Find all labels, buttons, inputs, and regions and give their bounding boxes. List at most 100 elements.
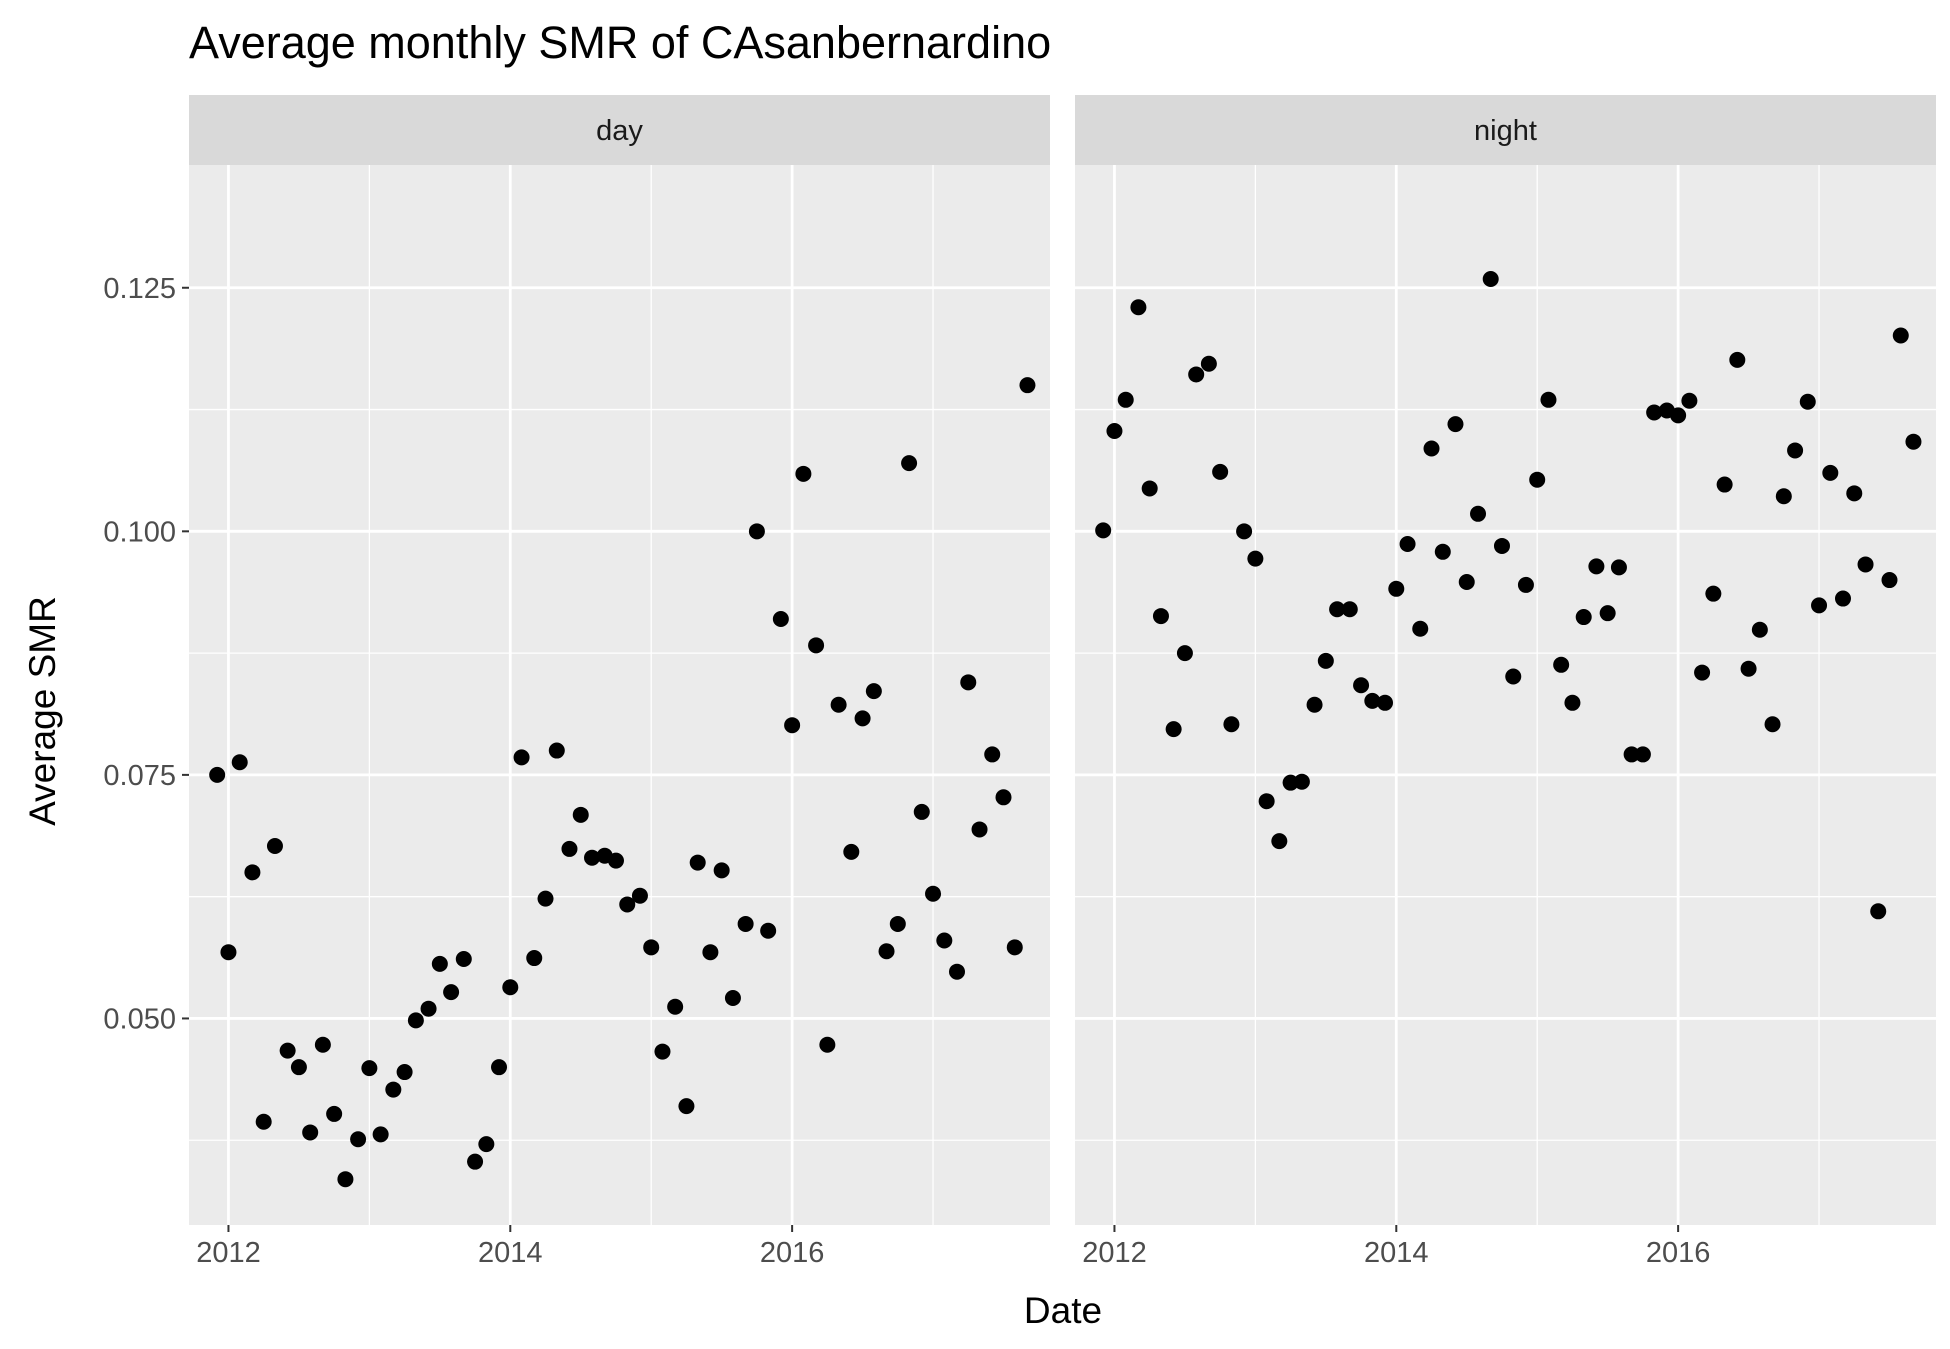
data-point — [1694, 664, 1711, 681]
data-point — [326, 1105, 343, 1122]
data-point — [537, 890, 554, 907]
data-point — [1646, 404, 1663, 421]
data-point — [1236, 523, 1253, 540]
data-point — [220, 944, 237, 961]
data-point — [1271, 833, 1288, 850]
data-point — [948, 963, 965, 980]
data-point — [502, 979, 519, 996]
data-point — [1329, 601, 1346, 618]
data-point — [619, 896, 636, 913]
data-point — [995, 789, 1012, 806]
data-point — [784, 717, 801, 734]
data-point — [1670, 407, 1687, 424]
data-point — [901, 455, 918, 472]
data-point — [1905, 433, 1922, 450]
data-point — [1377, 694, 1394, 711]
data-point — [795, 465, 812, 482]
data-point — [1306, 696, 1323, 713]
data-point — [1799, 393, 1816, 410]
data-point — [385, 1081, 402, 1098]
data-point — [1764, 716, 1781, 733]
data-point — [1553, 656, 1570, 673]
data-point — [854, 710, 871, 727]
x-axis-day: 2012 2014 2016 — [196, 1225, 824, 1269]
data-point — [420, 1000, 437, 1017]
data-point — [1341, 601, 1358, 618]
data-point — [1705, 585, 1722, 602]
data-point — [1564, 694, 1581, 711]
x-tick-label: 2012 — [1082, 1237, 1147, 1269]
panel-day: day — [189, 95, 1050, 1225]
data-point — [843, 843, 860, 860]
data-point — [350, 1131, 367, 1148]
data-point — [478, 1136, 495, 1153]
data-point — [266, 838, 283, 855]
data-point — [971, 821, 988, 838]
data-point — [607, 852, 624, 869]
data-point — [1006, 939, 1023, 956]
data-point — [1353, 677, 1370, 694]
data-point — [1152, 608, 1169, 625]
data-point — [702, 944, 719, 961]
data-point — [1881, 572, 1898, 589]
data-point — [1892, 327, 1909, 344]
data-point — [1258, 793, 1275, 810]
data-point — [467, 1153, 484, 1170]
x-tick-label: 2014 — [1364, 1237, 1429, 1269]
data-point — [737, 915, 754, 932]
data-point — [1870, 903, 1887, 920]
data-point — [1364, 692, 1381, 709]
facet-strip-label: day — [596, 115, 643, 147]
data-point — [689, 854, 706, 871]
data-point — [1505, 668, 1522, 685]
data-point — [643, 939, 660, 956]
data-point — [748, 523, 765, 540]
data-point — [1529, 471, 1546, 488]
data-point — [1141, 480, 1158, 497]
data-point — [865, 683, 882, 700]
data-point — [1388, 580, 1405, 597]
data-point — [561, 840, 578, 857]
data-point — [1212, 463, 1229, 480]
data-point — [678, 1098, 695, 1115]
data-point — [889, 915, 906, 932]
x-axis-title: Date — [1024, 1290, 1102, 1331]
data-point — [1623, 746, 1640, 763]
data-point — [925, 885, 942, 902]
data-point — [526, 950, 543, 967]
data-point — [443, 984, 460, 1001]
data-point — [1493, 537, 1510, 554]
data-point — [1751, 621, 1768, 638]
data-point — [1317, 652, 1334, 669]
data-point — [1117, 391, 1134, 408]
data-point — [1575, 609, 1592, 626]
data-point — [396, 1064, 413, 1081]
x-tick-label: 2016 — [1646, 1237, 1711, 1269]
data-point — [209, 766, 226, 783]
data-point — [808, 637, 825, 654]
data-point — [1447, 416, 1464, 433]
data-point — [1412, 620, 1429, 637]
data-point — [1834, 590, 1851, 607]
data-point — [314, 1036, 331, 1053]
data-point — [830, 696, 847, 713]
data-point — [631, 887, 648, 904]
data-point — [1857, 556, 1874, 573]
data-point — [960, 674, 977, 691]
data-point — [1822, 464, 1839, 481]
data-point — [231, 754, 248, 771]
data-point — [1176, 645, 1193, 662]
data-point — [1247, 550, 1264, 567]
data-point — [572, 806, 589, 823]
data-point — [760, 922, 777, 939]
y-tick-label: 0.050 — [103, 1003, 176, 1035]
x-tick-label: 2012 — [196, 1237, 261, 1269]
facet-strip — [1075, 95, 1936, 165]
data-point — [1610, 559, 1627, 576]
data-point — [1019, 377, 1036, 394]
data-point — [1740, 660, 1757, 677]
data-point — [244, 864, 261, 881]
panel-night: night — [1075, 95, 1936, 1225]
data-point — [1458, 573, 1475, 590]
chart-title: Average monthly SMR of CAsanbernardino — [189, 17, 1051, 68]
